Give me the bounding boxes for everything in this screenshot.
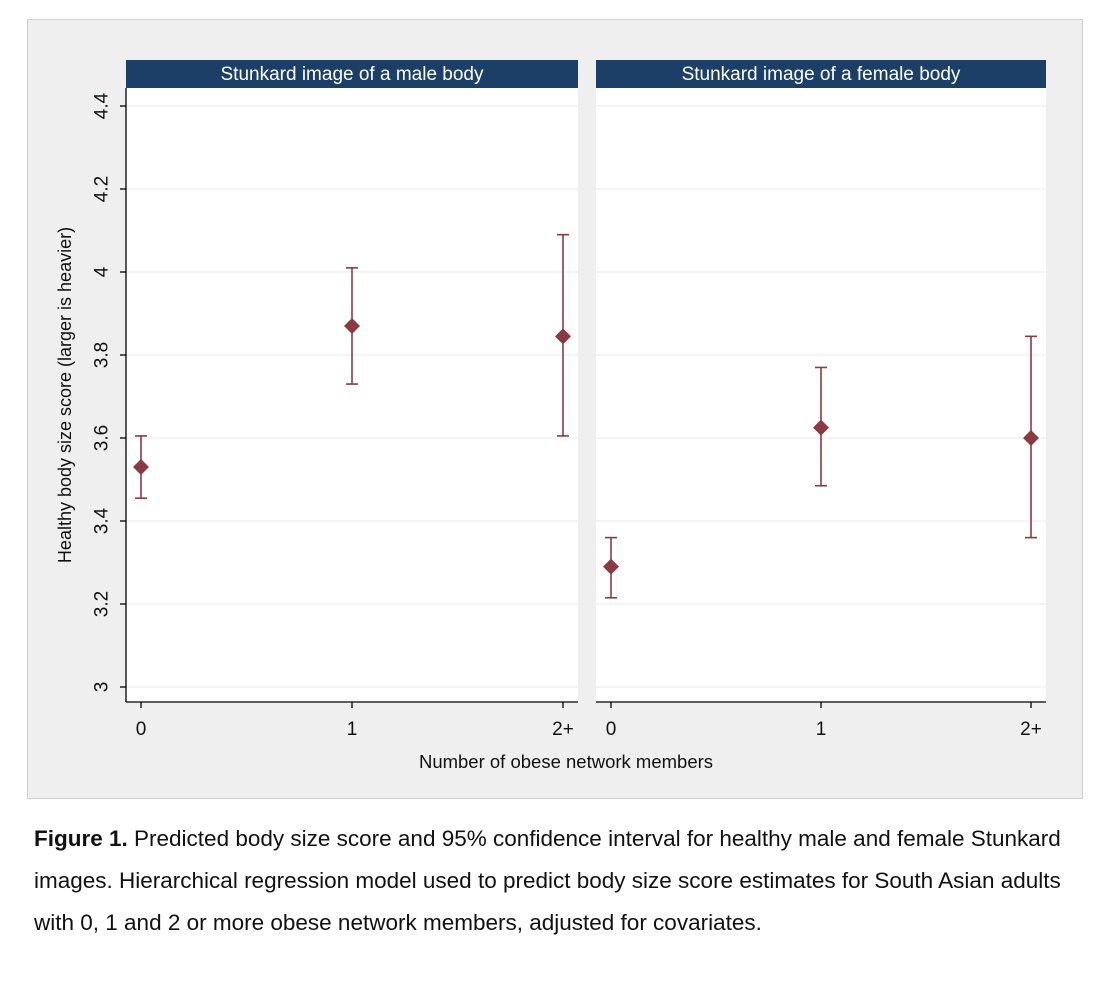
panel-female: Stunkard image of a female body 0 1 2+ (596, 60, 1046, 740)
x-tick-label: 1 (816, 719, 827, 740)
x-tick-label: 2+ (552, 719, 574, 740)
y-axis-label: Healthy body size score (larger is heavi… (55, 227, 75, 563)
data-point (555, 328, 571, 345)
data-point (603, 558, 619, 575)
y-tick-label: 3.2 (92, 591, 113, 617)
caption-text: Predicted body size score and 95% confid… (34, 826, 1061, 935)
x-tick-label: 1 (347, 719, 358, 740)
y-tick-label: 4.4 (92, 92, 113, 119)
plot-area (126, 88, 578, 702)
data-point (344, 317, 360, 334)
x-tick-label: 0 (136, 719, 147, 740)
data-point (1023, 430, 1039, 446)
panel-header (126, 60, 578, 88)
data-point (133, 459, 149, 476)
x-tick-label: 0 (606, 719, 617, 740)
y-tick-label: 3.4 (92, 507, 113, 534)
x-axis-label: Number of obese network members (419, 751, 713, 772)
panel-title: Stunkard image of a male body (221, 64, 484, 85)
panel-title: Stunkard image of a female body (682, 64, 961, 85)
y-tick-label: 4 (92, 266, 113, 277)
y-tick-label: 3.6 (92, 425, 113, 451)
panel-header (596, 60, 1046, 88)
y-tick-label: 4.2 (92, 176, 113, 202)
y-tick-label: 3 (92, 682, 113, 693)
caption-label: Figure 1. (34, 826, 128, 851)
y-tick-label: 3.8 (92, 342, 113, 368)
data-point (813, 419, 829, 436)
panel-male: Stunkard image of a male body 0 1 2+ (126, 60, 578, 740)
x-tick-label: 2+ (1020, 719, 1042, 740)
figure-panel: Stunkard image of a male body 0 1 2+ Stunkar… (27, 19, 1083, 799)
figure-caption: Figure 1. Predicted body size score and … (34, 818, 1074, 944)
